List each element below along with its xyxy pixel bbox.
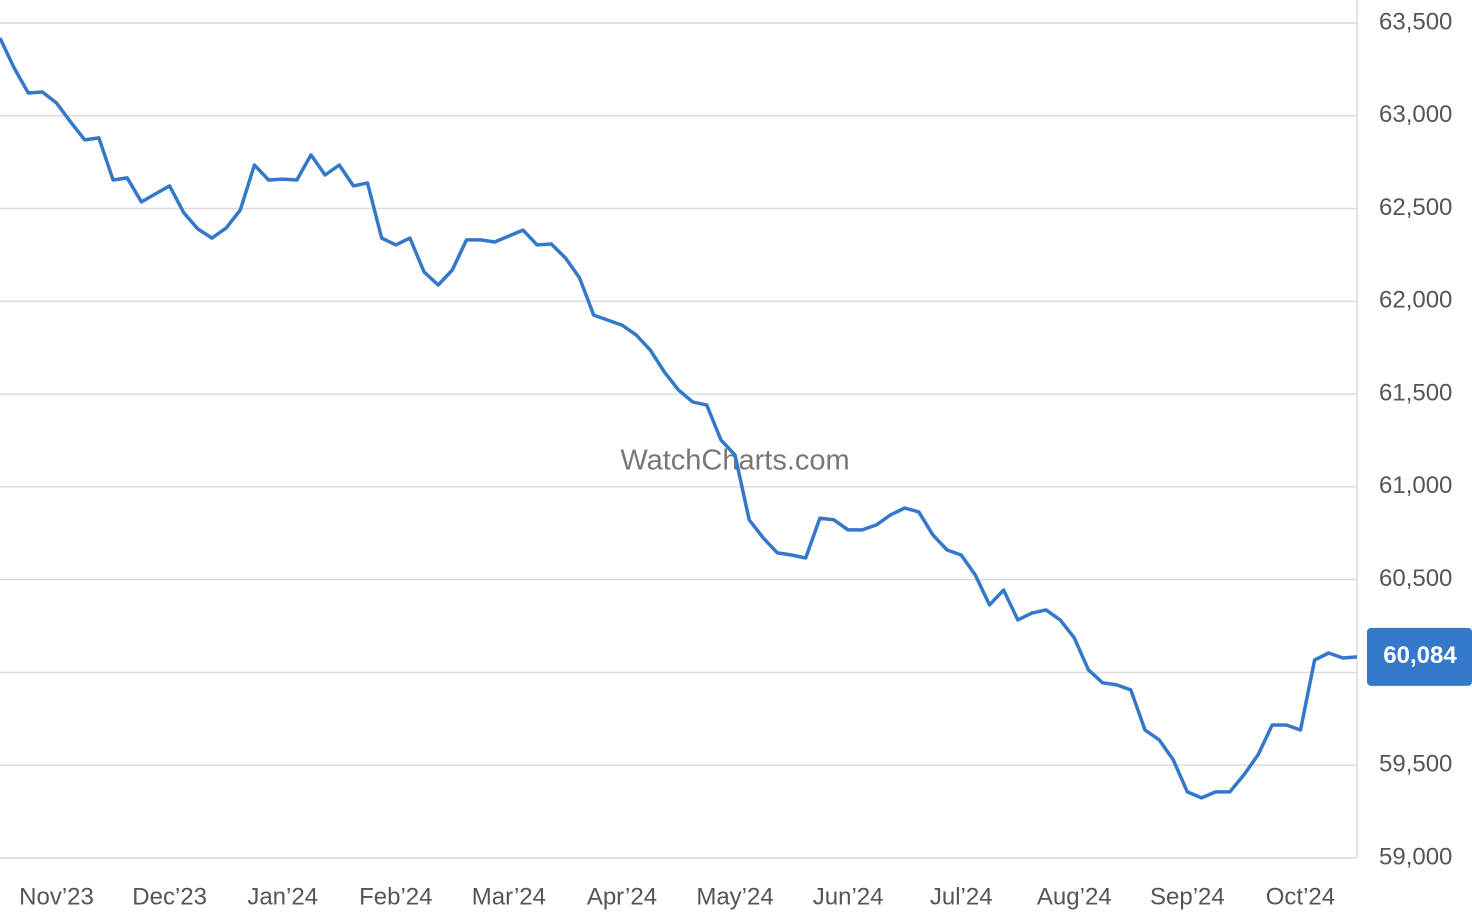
x-tick-label: Apr’24	[587, 883, 657, 910]
y-tick-label: 61,500	[1379, 379, 1452, 406]
y-tick-label: 62,500	[1379, 194, 1452, 221]
x-tick-label: Aug’24	[1037, 883, 1112, 910]
y-tick-label: 60,500	[1379, 565, 1452, 592]
y-tick-label: 63,000	[1379, 101, 1452, 128]
x-tick-label: Feb’24	[359, 883, 432, 910]
last-value-badge	[1367, 627, 1472, 686]
x-tick-label: Oct’24	[1266, 883, 1335, 910]
x-tick-label: Mar’24	[472, 883, 546, 910]
price-line	[0, 37, 1358, 800]
y-tick-label: 61,000	[1379, 472, 1452, 499]
x-tick-label: Dec’23	[132, 883, 207, 910]
x-tick-label: Nov’23	[19, 883, 94, 910]
y-tick-label: 59,000	[1379, 843, 1452, 870]
last-value-label: 60,084	[1383, 642, 1457, 669]
y-tick-label: 63,500	[1379, 8, 1452, 35]
x-tick-label: Jan’24	[247, 883, 318, 910]
y-tick-label: 59,500	[1379, 751, 1452, 778]
x-tick-label: Jun’24	[813, 883, 884, 910]
x-tick-label: May’24	[696, 883, 773, 910]
x-tick-label: Sep’24	[1150, 883, 1225, 910]
y-tick-label: 62,000	[1379, 287, 1452, 314]
x-tick-label: Jul’24	[930, 883, 993, 910]
